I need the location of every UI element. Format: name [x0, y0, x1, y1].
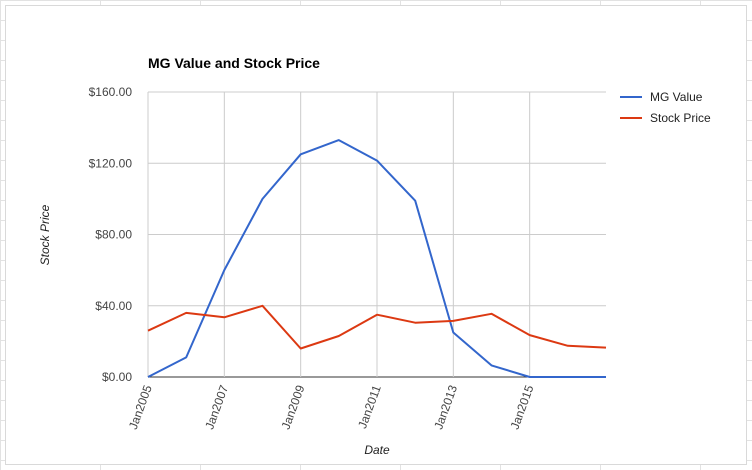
x-tick-label: Jan2013	[431, 383, 460, 431]
chart-title: MG Value and Stock Price	[148, 55, 320, 71]
y-tick-label: $40.00	[95, 299, 132, 313]
x-tick-label: Jan2005	[126, 383, 155, 431]
series-line-stock-price	[147, 304, 607, 350]
gridlines	[147, 91, 606, 378]
y-axis-title: Stock Price	[38, 204, 52, 265]
series-lines	[147, 139, 607, 378]
x-axis-title: Date	[364, 443, 390, 457]
series-line-mg-value	[147, 139, 606, 378]
x-tick-label: Jan2011	[355, 383, 384, 431]
legend-label: Stock Price	[650, 111, 711, 125]
x-axis-ticks: Jan2005 Jan2007 Jan2009 Jan2011 Jan2013 Jan20…	[126, 383, 537, 431]
x-tick-label: Jan2015	[508, 383, 537, 431]
legend[interactable]: MG Value Stock Price	[620, 90, 711, 125]
x-tick-label: Jan2009	[279, 383, 308, 431]
y-tick-label: $120.00	[89, 156, 133, 170]
y-axis-ticks: $0.00 $40.00 $80.00 $120.00 $160.00	[89, 85, 133, 384]
y-tick-label: $160.00	[89, 85, 133, 99]
x-tick-label: Jan2007	[202, 383, 231, 431]
y-tick-label: $0.00	[102, 370, 132, 384]
y-tick-label: $80.00	[95, 228, 132, 242]
legend-label: MG Value	[650, 90, 703, 104]
